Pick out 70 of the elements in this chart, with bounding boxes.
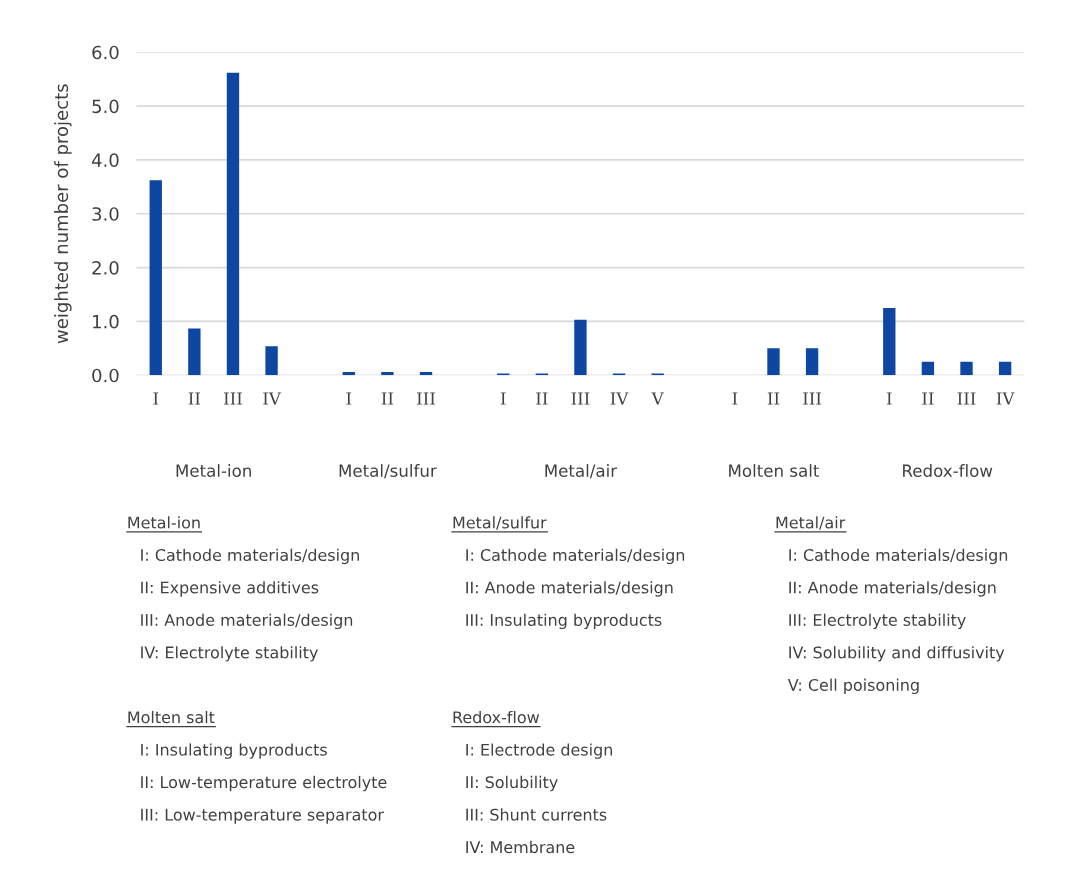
text: III: Shunt currents: [466, 808, 607, 821]
text: Molten salt: [729, 464, 820, 477]
x-tick-label: II: [536, 392, 548, 405]
text: I: Cathode materials/design: [466, 548, 685, 565]
bar: [767, 348, 780, 376]
y-tick-label: 5.0: [92, 99, 119, 114]
text: III: Insulating byproducts: [466, 613, 662, 630]
bar: [419, 372, 433, 376]
text: II: Anode materials/design: [466, 581, 673, 597]
x-tick-label: I: [500, 392, 506, 405]
text: II: Solubility: [466, 775, 558, 792]
bar: [342, 372, 355, 376]
text: IV: Electrolyte stability: [141, 646, 318, 662]
x-tick-label: III: [224, 392, 242, 405]
x-tick-label: V: [651, 392, 664, 405]
bar: [188, 328, 201, 376]
text: V: Cell poisoning: [787, 678, 919, 695]
y-tick-label: 3.0: [92, 207, 119, 221]
x-tick-label: II: [767, 392, 780, 405]
bar: [921, 361, 935, 376]
text: II: Anode materials/design: [789, 581, 996, 597]
bar: [381, 372, 394, 376]
y-tick-label: 0.0: [92, 368, 119, 383]
bar: [805, 348, 819, 376]
x-tick-label: II: [381, 392, 394, 405]
x-tick-label: IV: [996, 392, 1015, 405]
text: Metal-ion: [176, 464, 251, 477]
text: Metal-ion: [128, 516, 200, 529]
text: Metal/air: [545, 464, 618, 479]
bar: [226, 72, 240, 376]
text: II: Expensive additives: [141, 581, 319, 597]
bar: [149, 180, 162, 376]
text: III: Low-temperature separator: [141, 808, 384, 824]
bar: [265, 346, 278, 376]
x-tick-label: IV: [263, 392, 282, 405]
x-tick-label: I: [732, 392, 738, 405]
bar: [574, 319, 587, 376]
text: I: Cathode materials/design: [141, 548, 359, 565]
text: Metal/sulfur: [453, 516, 547, 530]
text: I: Cathode materials/design: [789, 548, 1008, 565]
text: I: Insulating byproducts: [141, 743, 327, 759]
x-tick-label: III: [957, 392, 976, 405]
text: IV: Solubility and diffusivity: [789, 646, 1005, 662]
text: II: Low-temperature electrolyte: [141, 775, 387, 792]
x-tick-label: III: [417, 392, 435, 405]
text: Metal/air: [776, 516, 846, 530]
y-axis-title: weighted number of projects: [54, 84, 72, 344]
text: I: Electrode design: [466, 743, 612, 759]
x-tick-label: I: [153, 392, 159, 405]
text: Redox-flow: [903, 464, 993, 477]
text: III: Electrolyte stability: [789, 613, 966, 630]
text: III: Anode materials/design: [141, 613, 353, 630]
x-tick-label: IV: [610, 392, 629, 405]
x-tick-label: I: [346, 392, 352, 405]
text: Metal/sulfur: [339, 464, 437, 479]
bar: [883, 307, 896, 376]
x-tick-label: II: [922, 392, 934, 405]
text: Redox-flow: [453, 710, 540, 724]
y-tick-label: 2.0: [92, 261, 119, 275]
bar: [960, 361, 973, 376]
x-tick-label: III: [803, 392, 822, 405]
x-tick-label: II: [188, 392, 201, 405]
y-tick-label: 1.0: [93, 314, 119, 329]
text: Molten salt: [128, 710, 215, 724]
y-tick-label: 6.0: [92, 45, 119, 60]
y-tick-label: 4.0: [91, 153, 119, 168]
bar: [998, 361, 1012, 376]
x-tick-label: I: [886, 392, 892, 405]
text: IV: Membrane: [466, 840, 575, 854]
x-tick-label: III: [571, 392, 590, 405]
